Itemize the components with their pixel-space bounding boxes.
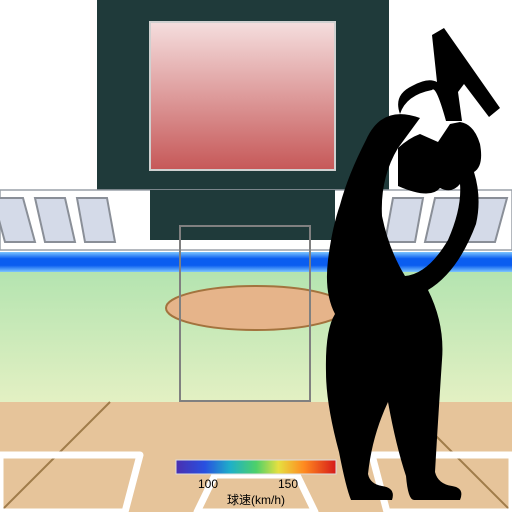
baseball-scene: 100 150 球速(km/h) (0, 0, 512, 512)
scoreboard-screen (150, 22, 335, 170)
legend-tick: 100 (198, 477, 218, 491)
scene-svg: 100 150 球速(km/h) (0, 0, 512, 512)
legend-bar (176, 460, 336, 474)
legend-tick: 150 (278, 477, 298, 491)
pitchers-mound (166, 286, 346, 330)
legend-label: 球速(km/h) (227, 493, 285, 507)
